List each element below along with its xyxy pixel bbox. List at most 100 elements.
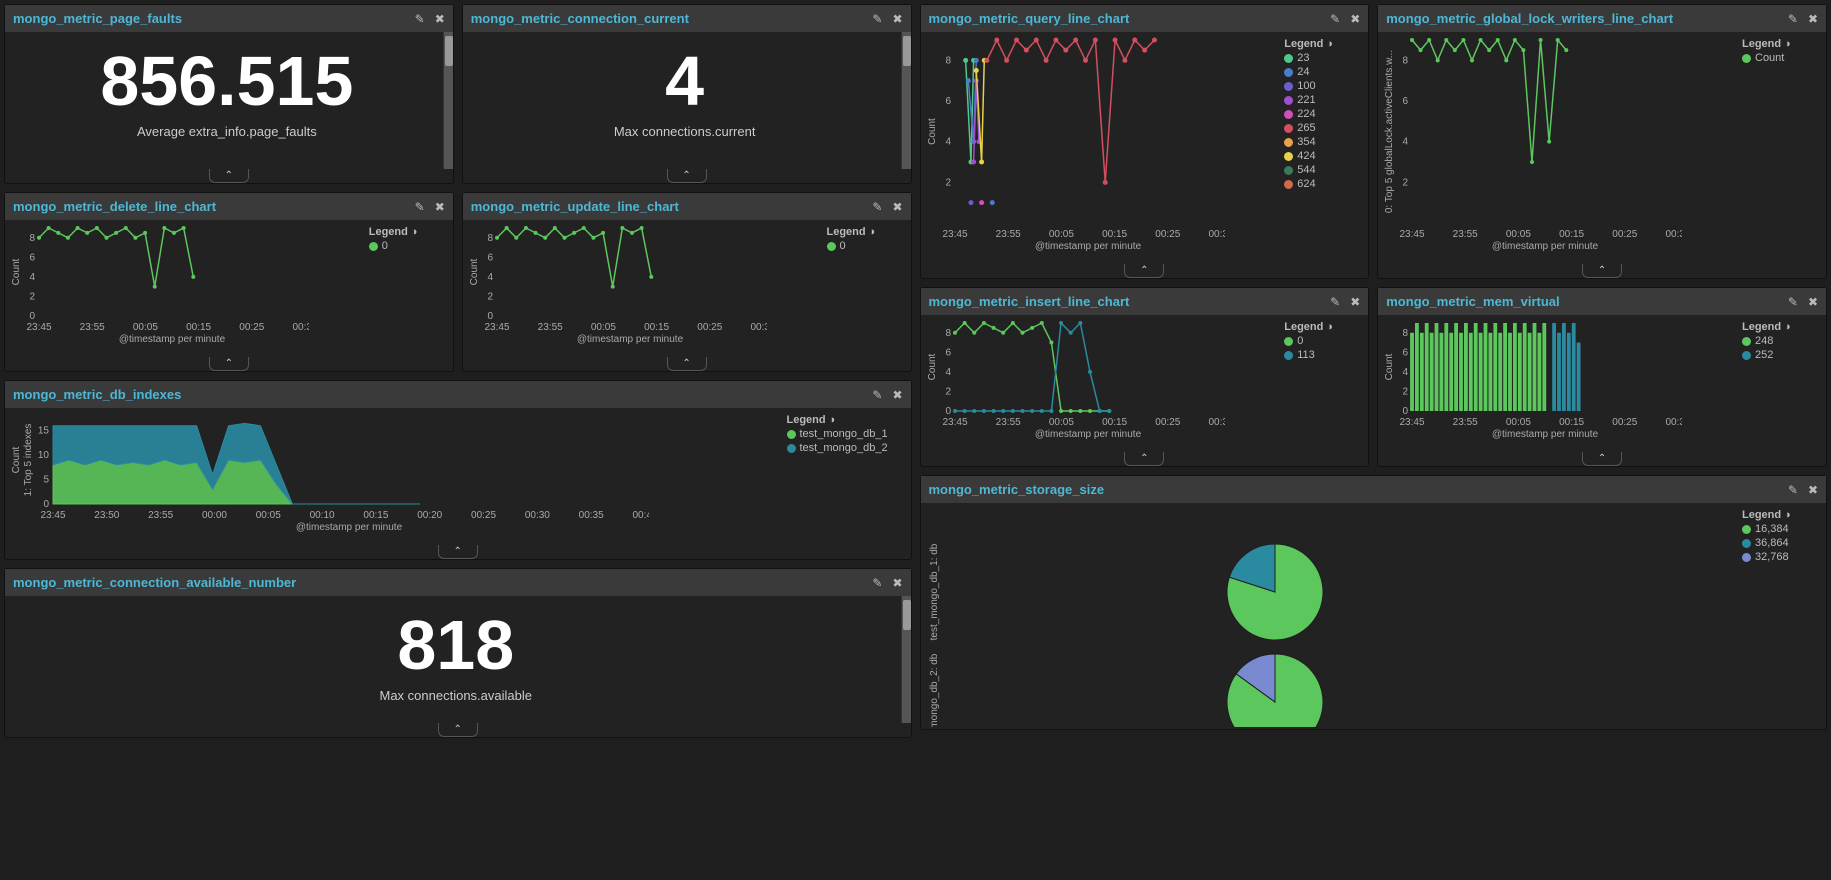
legend: Legend◑ 0 bbox=[365, 224, 445, 353]
panel-delete-chart: mongo_metric_delete_line_chart ✎ ✖ 024682… bbox=[4, 192, 454, 372]
chart-plot[interactable]: 05101523:4523:5023:5500:0000:0500:1000:1… bbox=[9, 412, 783, 541]
panel-title[interactable]: mongo_metric_update_line_chart bbox=[471, 199, 679, 214]
close-icon[interactable]: ✖ bbox=[892, 388, 902, 402]
legend-item[interactable]: 0 bbox=[1284, 335, 1356, 347]
legend-item[interactable]: test_mongo_db_2 bbox=[787, 442, 899, 454]
legend-item[interactable]: Count bbox=[1742, 52, 1814, 64]
panel-title[interactable]: mongo_metric_global_lock_writers_line_ch… bbox=[1386, 11, 1673, 26]
edit-icon[interactable]: ✎ bbox=[872, 388, 882, 402]
panel-title[interactable]: mongo_metric_page_faults bbox=[13, 11, 182, 26]
svg-text:00:10: 00:10 bbox=[310, 510, 335, 521]
legend-item[interactable]: 23 bbox=[1284, 52, 1356, 64]
edit-icon[interactable]: ✎ bbox=[1788, 295, 1798, 309]
legend-item[interactable]: 544 bbox=[1284, 164, 1356, 176]
expand-icon[interactable]: ⌃ bbox=[667, 169, 707, 183]
panel-title[interactable]: mongo_metric_delete_line_chart bbox=[13, 199, 216, 214]
chart-plot[interactable]: 0246823:4523:5500:0500:1500:2500:35@time… bbox=[467, 224, 823, 353]
legend-label: 0 bbox=[840, 240, 846, 252]
legend-item[interactable]: 24 bbox=[1284, 66, 1356, 78]
panel-title[interactable]: mongo_metric_insert_line_chart bbox=[929, 294, 1130, 309]
expand-icon[interactable]: ⌃ bbox=[1582, 264, 1622, 278]
legend-item[interactable]: 0 bbox=[369, 240, 441, 252]
edit-icon[interactable]: ✎ bbox=[872, 200, 882, 214]
legend-toggle-icon[interactable]: ◑ bbox=[1784, 38, 1791, 50]
legend-item[interactable]: 36,864 bbox=[1742, 537, 1814, 549]
close-icon[interactable]: ✖ bbox=[435, 12, 445, 26]
expand-icon[interactable]: ⌃ bbox=[209, 357, 249, 371]
close-icon[interactable]: ✖ bbox=[1808, 483, 1818, 497]
chart-plot[interactable]: 246823:4523:5500:0500:1500:2500:35@times… bbox=[925, 36, 1281, 260]
column-right: mongo_metric_query_line_chart ✎ ✖ 246823:… bbox=[916, 0, 1831, 742]
legend-item[interactable]: 265 bbox=[1284, 122, 1356, 134]
legend-item[interactable]: 113 bbox=[1284, 349, 1356, 361]
chart-plot[interactable]: 0246823:4523:5500:0500:1500:2500:35@time… bbox=[925, 319, 1281, 448]
panel-title[interactable]: mongo_metric_mem_virtual bbox=[1386, 294, 1559, 309]
legend-item[interactable]: 16,384 bbox=[1742, 523, 1814, 535]
svg-text:00:05: 00:05 bbox=[1506, 229, 1531, 240]
chart-plot[interactable]: 0246823:4523:5500:0500:1500:2500:35@time… bbox=[1382, 319, 1738, 448]
legend-item[interactable]: 252 bbox=[1742, 349, 1814, 361]
legend-item[interactable]: test_mongo_db_1 bbox=[787, 428, 899, 440]
scrollbar[interactable] bbox=[901, 596, 911, 723]
legend-item[interactable]: 424 bbox=[1284, 150, 1356, 162]
chart-plot[interactable]: test_mongo_db_1: dbtest_mongo_db_2: db bbox=[925, 507, 1739, 727]
edit-icon[interactable]: ✎ bbox=[415, 12, 425, 26]
edit-icon[interactable]: ✎ bbox=[415, 200, 425, 214]
panel-title[interactable]: mongo_metric_connection_available_number bbox=[13, 575, 296, 590]
legend-swatch bbox=[787, 430, 796, 439]
legend-item[interactable]: 354 bbox=[1284, 136, 1356, 148]
edit-icon[interactable]: ✎ bbox=[1788, 12, 1798, 26]
legend-toggle-icon[interactable]: ◑ bbox=[1326, 321, 1333, 333]
scrollbar[interactable] bbox=[901, 32, 911, 169]
svg-text:2: 2 bbox=[1403, 386, 1409, 397]
svg-text:23:45: 23:45 bbox=[40, 510, 65, 521]
chart-plot[interactable]: 0246823:4523:5500:0500:1500:2500:35@time… bbox=[9, 224, 365, 353]
panel-title[interactable]: mongo_metric_db_indexes bbox=[13, 387, 181, 402]
expand-icon[interactable]: ⌃ bbox=[667, 357, 707, 371]
close-icon[interactable]: ✖ bbox=[1350, 295, 1360, 309]
legend-item[interactable]: 248 bbox=[1742, 335, 1814, 347]
edit-icon[interactable]: ✎ bbox=[872, 576, 882, 590]
chart-plot[interactable]: 246823:4523:5500:0500:1500:2500:35@times… bbox=[1382, 36, 1738, 260]
panel-page-faults: mongo_metric_page_faults ✎ ✖ 856.515 Ave… bbox=[4, 4, 454, 184]
expand-icon[interactable]: ⌃ bbox=[1582, 452, 1622, 466]
legend-item[interactable]: 32,768 bbox=[1742, 551, 1814, 563]
legend-item[interactable]: 224 bbox=[1284, 108, 1356, 120]
legend-label: 544 bbox=[1297, 164, 1315, 176]
panel-title[interactable]: mongo_metric_query_line_chart bbox=[929, 11, 1130, 26]
edit-icon[interactable]: ✎ bbox=[1788, 483, 1798, 497]
expand-icon[interactable]: ⌃ bbox=[209, 169, 249, 183]
legend-item[interactable]: 100 bbox=[1284, 80, 1356, 92]
legend-item[interactable]: 0 bbox=[827, 240, 899, 252]
panel-title[interactable]: mongo_metric_storage_size bbox=[929, 482, 1105, 497]
expand-icon[interactable]: ⌃ bbox=[438, 723, 478, 737]
close-icon[interactable]: ✖ bbox=[892, 200, 902, 214]
legend-label: 624 bbox=[1297, 178, 1315, 190]
legend-toggle-icon[interactable]: ◑ bbox=[411, 226, 418, 238]
close-icon[interactable]: ✖ bbox=[1350, 12, 1360, 26]
svg-text:0: 0 bbox=[29, 311, 35, 322]
close-icon[interactable]: ✖ bbox=[1808, 12, 1818, 26]
edit-icon[interactable]: ✎ bbox=[872, 12, 882, 26]
expand-icon[interactable]: ⌃ bbox=[438, 545, 478, 559]
legend-toggle-icon[interactable]: ◑ bbox=[1326, 38, 1333, 50]
legend-toggle-icon[interactable]: ◑ bbox=[1784, 509, 1791, 521]
legend-toggle-icon[interactable]: ◑ bbox=[869, 226, 876, 238]
scrollbar[interactable] bbox=[443, 32, 453, 169]
close-icon[interactable]: ✖ bbox=[435, 200, 445, 214]
close-icon[interactable]: ✖ bbox=[892, 12, 902, 26]
legend-swatch bbox=[1284, 54, 1293, 63]
close-icon[interactable]: ✖ bbox=[892, 576, 902, 590]
svg-text:00:15: 00:15 bbox=[363, 510, 388, 521]
svg-text:8: 8 bbox=[1403, 55, 1409, 66]
legend-item[interactable]: 221 bbox=[1284, 94, 1356, 106]
legend-item[interactable]: 624 bbox=[1284, 178, 1356, 190]
panel-title[interactable]: mongo_metric_connection_current bbox=[471, 11, 689, 26]
close-icon[interactable]: ✖ bbox=[1808, 295, 1818, 309]
edit-icon[interactable]: ✎ bbox=[1330, 12, 1340, 26]
legend-toggle-icon[interactable]: ◑ bbox=[829, 414, 836, 426]
legend-toggle-icon[interactable]: ◑ bbox=[1784, 321, 1791, 333]
edit-icon[interactable]: ✎ bbox=[1330, 295, 1340, 309]
expand-icon[interactable]: ⌃ bbox=[1124, 452, 1164, 466]
expand-icon[interactable]: ⌃ bbox=[1124, 264, 1164, 278]
